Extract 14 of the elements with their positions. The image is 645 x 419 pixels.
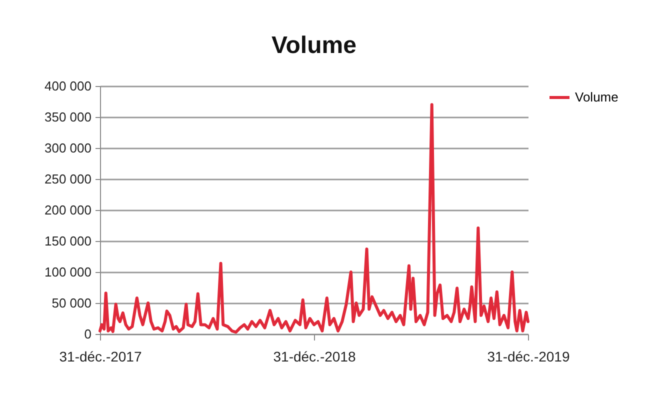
y-tick-label: 150 000 [44,234,92,248]
y-tick-label: 400 000 [44,78,92,94]
legend-label: Volume [575,90,618,104]
y-tick-label: 350 000 [44,110,92,124]
x-tick-label: 31-déc.-2019 [487,348,570,364]
y-tick-label: 300 000 [44,140,92,156]
y-tick-label: 200 000 [44,202,92,218]
y-tick-label: 100 000 [44,264,92,280]
y-tick-label: 0 [84,326,92,342]
x-tick-label: 31-déc.-2018 [273,348,356,364]
y-tick-label: 50 000 [52,296,92,310]
y-tick-label: 250 000 [44,172,92,186]
chart-title: Volume [272,32,356,59]
x-tick-label: 31-déc.-2017 [59,348,142,364]
